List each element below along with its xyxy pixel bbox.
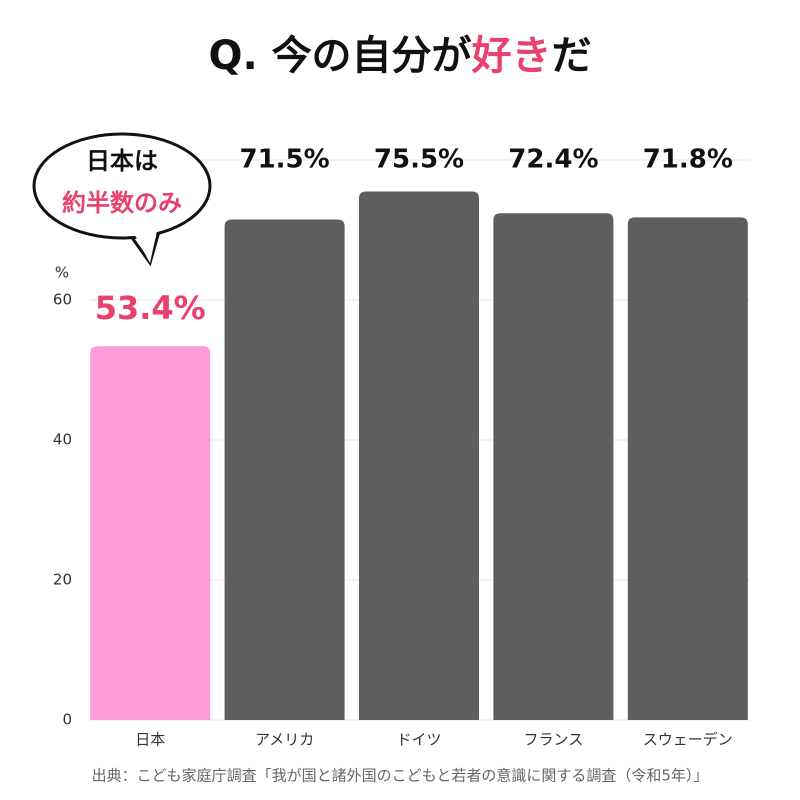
x-tick-label: ドイツ: [396, 731, 441, 749]
title-highlight: 好き: [471, 33, 552, 79]
callout-join: [131, 226, 158, 263]
source: 出典：こども家庭庁調査「我が国と諸外国のこどもと若者の意識に関する調査（令和5年…: [92, 767, 709, 785]
y-tick-label: 20: [53, 571, 72, 589]
callout-bubble: [32, 132, 212, 240]
y-unit: %: [55, 264, 69, 282]
chart-title: Q. 今の自分が好きだ: [208, 33, 591, 79]
callout-text: 日本は: [86, 147, 158, 175]
plot: 0 20 40 60 日本 53.4% アメリカ 71.5% ドイツ 75.5% フランス 72.4%…: [53, 145, 750, 749]
title-part: Q. 今の自分が: [208, 33, 471, 79]
x-tick-label: スウェーデン: [643, 731, 733, 749]
y-tick-label: 0: [62, 711, 72, 729]
value-label: 53.4%: [95, 289, 206, 327]
callout: 日本は 約半数のみ: [32, 132, 212, 267]
value-label: 75.5%: [374, 145, 464, 175]
value-label: 71.5%: [239, 145, 329, 175]
callout-text: 約半数のみ: [62, 189, 182, 217]
bar: [224, 219, 345, 720]
bar: [493, 213, 614, 720]
bar: [90, 346, 211, 720]
bar: [627, 217, 748, 720]
bar: [359, 191, 479, 720]
y-tick-label: 40: [53, 431, 72, 449]
x-tick-label: 日本: [135, 731, 165, 749]
value-label: 71.8%: [643, 145, 733, 175]
title-part: だ: [552, 33, 592, 79]
value-label: 72.4%: [508, 145, 598, 175]
x-tick-label: アメリカ: [255, 731, 314, 749]
y-tick-label: 60: [53, 291, 72, 309]
x-tick-label: フランス: [524, 731, 584, 749]
